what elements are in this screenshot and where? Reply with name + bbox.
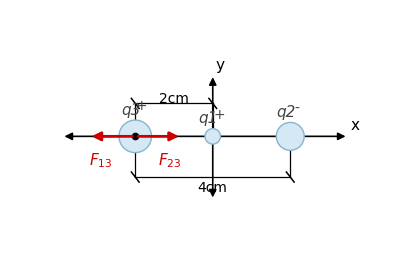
Text: +: + [213,108,225,122]
Circle shape [119,120,152,153]
Text: q3: q3 [121,103,140,118]
Text: +: + [136,99,147,113]
Text: 2cm: 2cm [159,92,189,106]
Text: 4cm: 4cm [198,181,228,194]
Circle shape [276,122,304,150]
Text: q2: q2 [276,105,295,120]
Text: y: y [216,58,225,73]
Text: x: x [350,118,359,133]
Text: $\mathit{F}_{13}$: $\mathit{F}_{13}$ [89,151,112,170]
Text: q1: q1 [198,111,218,126]
Text: $\mathit{F}_{23}$: $\mathit{F}_{23}$ [158,151,182,170]
Text: -: - [294,102,299,116]
Circle shape [205,129,220,144]
